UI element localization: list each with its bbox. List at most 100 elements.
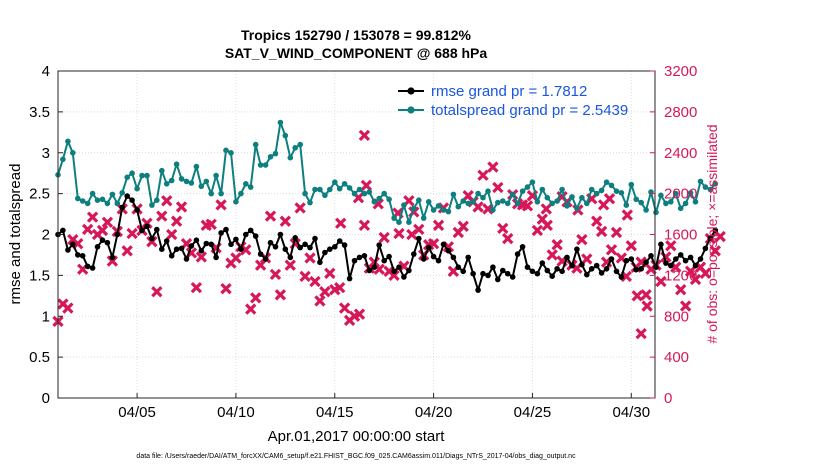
rmse-point [401, 274, 407, 280]
totalspread-point [707, 186, 714, 193]
totalspread-point [480, 194, 486, 201]
obs-assimilated-marker [540, 203, 552, 215]
obs-assimilated-marker [502, 232, 514, 245]
totalspread-point [104, 200, 111, 207]
totalspread-point [564, 203, 570, 209]
obs-assimilated-marker [432, 219, 445, 231]
obs-assimilated-marker [625, 240, 637, 252]
totalspread-point [346, 185, 353, 191]
rmse-point [396, 264, 402, 271]
obs-assimilated-marker [603, 193, 616, 205]
obs-assimilated-marker [576, 233, 588, 246]
rmse-point [351, 257, 358, 264]
totalspread-point [154, 197, 160, 203]
totalspread-point [238, 190, 244, 197]
obs-assimilated-marker [195, 251, 207, 263]
totalspread-point [593, 190, 600, 197]
rmse-point [144, 223, 150, 230]
obs-assimilated-marker [220, 282, 232, 295]
totalspread-point [297, 141, 304, 148]
totalspread-point [302, 190, 308, 197]
totalspread-point [559, 186, 565, 193]
rmse-point [519, 244, 526, 250]
obs-assimilated-marker [151, 286, 163, 298]
totalspread-point [638, 199, 644, 206]
totalspread-point [327, 186, 333, 193]
totalspread-point [628, 181, 635, 188]
rmse-point [287, 254, 294, 261]
obs-assimilated-marker [264, 210, 277, 222]
obs-assimilated-marker [72, 238, 84, 250]
totalspread-point [519, 188, 526, 194]
legend-spread-marker [407, 106, 415, 114]
rmse-point [633, 266, 639, 273]
totalspread-point [658, 192, 664, 199]
rmse-point [500, 267, 506, 274]
totalspread-point [504, 200, 511, 207]
obs-assimilated-marker [406, 228, 418, 241]
obs-assimilated-marker [665, 240, 677, 252]
rmse-point [514, 251, 521, 257]
obs-assimilated-marker [250, 292, 262, 304]
rmse-point [114, 231, 121, 238]
rmse-point [495, 276, 501, 283]
obs-assimilated-marker [378, 231, 390, 244]
totalspread-point [233, 199, 239, 205]
totalspread-point [322, 192, 328, 199]
totalspread-point [60, 156, 66, 163]
obs-assimilated-marker [81, 223, 94, 236]
totalspread-point [75, 195, 81, 202]
rmse-point [445, 248, 452, 254]
totalspread-point [687, 190, 694, 196]
totalspread-point [139, 172, 145, 179]
obs-assimilated-marker [215, 199, 227, 211]
rmse-point [450, 254, 457, 261]
obs-assimilated-marker [631, 290, 643, 302]
totalspread-point [94, 197, 101, 203]
rmse-point [653, 264, 659, 271]
rmse-point [75, 252, 81, 258]
rmse-point [598, 270, 605, 276]
rmse-point [65, 247, 71, 253]
obs-assimilated-marker [551, 239, 563, 251]
totalspread-point [84, 200, 91, 207]
y-tick-label: 0.5 [29, 349, 50, 366]
rmse-point [425, 244, 432, 251]
data-file-footnote: data file: /Users/raeder/DAI/ATM_forcXX/… [136, 453, 576, 460]
rmse-point [381, 257, 388, 264]
rmse-point [94, 244, 101, 250]
x-tick-label: 04/05 [118, 404, 156, 421]
rmse-point [366, 267, 373, 274]
obs-assimilated-marker [190, 281, 203, 294]
totalspread-point [490, 207, 496, 213]
totalspread-point [89, 190, 96, 197]
totalspread-point [243, 181, 249, 187]
totalspread-point [381, 190, 388, 197]
rmse-point [188, 243, 195, 249]
rmse-point [544, 267, 551, 274]
totalspread-point [336, 185, 343, 192]
y2-tick-label: 3200 [664, 63, 697, 80]
legend-spread-label: totalspread grand pr = 2.5439 [431, 102, 628, 119]
totalspread-point [292, 145, 299, 151]
rmse-point [262, 256, 269, 262]
y-tick-label: 2.5 [29, 186, 50, 203]
totalspread-point [213, 172, 219, 179]
legend-rmse-label: rmse grand pr = 1.7812 [431, 83, 587, 100]
rmse-point [119, 204, 125, 211]
obs-assimilated-marker [472, 201, 484, 213]
rmse-point [99, 237, 106, 243]
totalspread-point [574, 205, 580, 212]
rmse-point [361, 253, 368, 259]
totalspread-point [223, 147, 229, 154]
totalspread-point [272, 150, 279, 157]
rmse-point [149, 235, 155, 242]
rmse-point [312, 235, 318, 242]
rmse-point [60, 227, 66, 234]
y-tick-label: 2 [42, 227, 50, 244]
obs-assimilated-marker [156, 210, 168, 222]
totalspread-point [450, 191, 457, 198]
rmse-point [697, 256, 704, 262]
rmse-point [618, 274, 625, 280]
rmse-point [208, 241, 214, 248]
